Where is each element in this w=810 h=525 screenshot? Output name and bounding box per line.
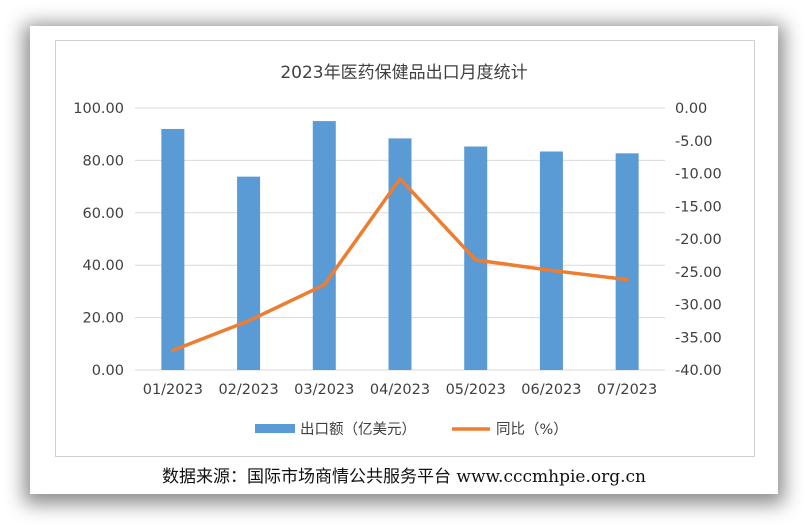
right-tick-label: -10.00 — [675, 167, 722, 183]
left-tick-label: 40.00 — [82, 258, 124, 274]
right-tick-label: -5.00 — [675, 134, 713, 150]
x-axis-ticks: 01/2023 02/2023 03/2023 04/2023 05/2023 06/20… — [143, 382, 658, 398]
left-tick-label: 0.00 — [92, 363, 124, 379]
legend-bar-label: 出口额（亿美元） — [300, 421, 416, 438]
legend: 出口额（亿美元） 同比（%） — [255, 421, 568, 438]
x-tick-label: 06/2023 — [521, 382, 581, 398]
right-tick-label: -20.00 — [675, 232, 722, 248]
legend-line-label: 同比（%） — [496, 421, 568, 438]
right-tick-label: -35.00 — [675, 330, 722, 346]
left-axis-ticks: 0.00 20.00 40.00 60.00 80.00 100.00 — [73, 101, 124, 379]
bar — [312, 121, 336, 370]
x-tick-label: 05/2023 — [446, 382, 506, 398]
line-series — [171, 176, 629, 353]
legend-bar-swatch — [255, 424, 295, 433]
right-tick-label: -40.00 — [675, 363, 722, 379]
x-tick-label: 01/2023 — [143, 382, 203, 398]
chart-svg: 0.00 20.00 40.00 60.00 80.00 100.00 0.00 -5.00… — [73, 63, 722, 438]
left-tick-label: 100.00 — [73, 101, 124, 117]
bar — [539, 151, 563, 370]
left-tick-label: 20.00 — [82, 311, 124, 327]
left-tick-label: 80.00 — [82, 153, 124, 169]
right-tick-label: -25.00 — [675, 265, 722, 281]
chart-card: 0.00 20.00 40.00 60.00 80.00 100.00 0.00 -5.00… — [30, 26, 778, 494]
bar — [161, 128, 185, 370]
bar — [615, 153, 639, 370]
x-tick-label: 04/2023 — [370, 382, 430, 398]
line-path — [171, 176, 629, 353]
left-tick-label: 60.00 — [82, 206, 124, 222]
x-tick-label: 07/2023 — [597, 382, 657, 398]
x-tick-label: 03/2023 — [294, 382, 354, 398]
chart-title: 2023年医药保健品出口月度统计 — [280, 63, 527, 83]
source-note: 数据来源：国际市场商情公共服务平台 www.cccmhpie.org.cn — [162, 467, 646, 487]
right-tick-label: -30.00 — [675, 298, 722, 314]
bar-series — [161, 121, 639, 370]
x-tick-label: 02/2023 — [218, 382, 278, 398]
right-tick-label: -15.00 — [675, 199, 722, 215]
right-tick-label: 0.00 — [675, 101, 707, 117]
right-axis-ticks: 0.00 -5.00 -10.00 -15.00 -20.00 -25.00 -30.00 -… — [675, 101, 722, 379]
bar — [388, 138, 412, 370]
bar — [237, 176, 261, 370]
